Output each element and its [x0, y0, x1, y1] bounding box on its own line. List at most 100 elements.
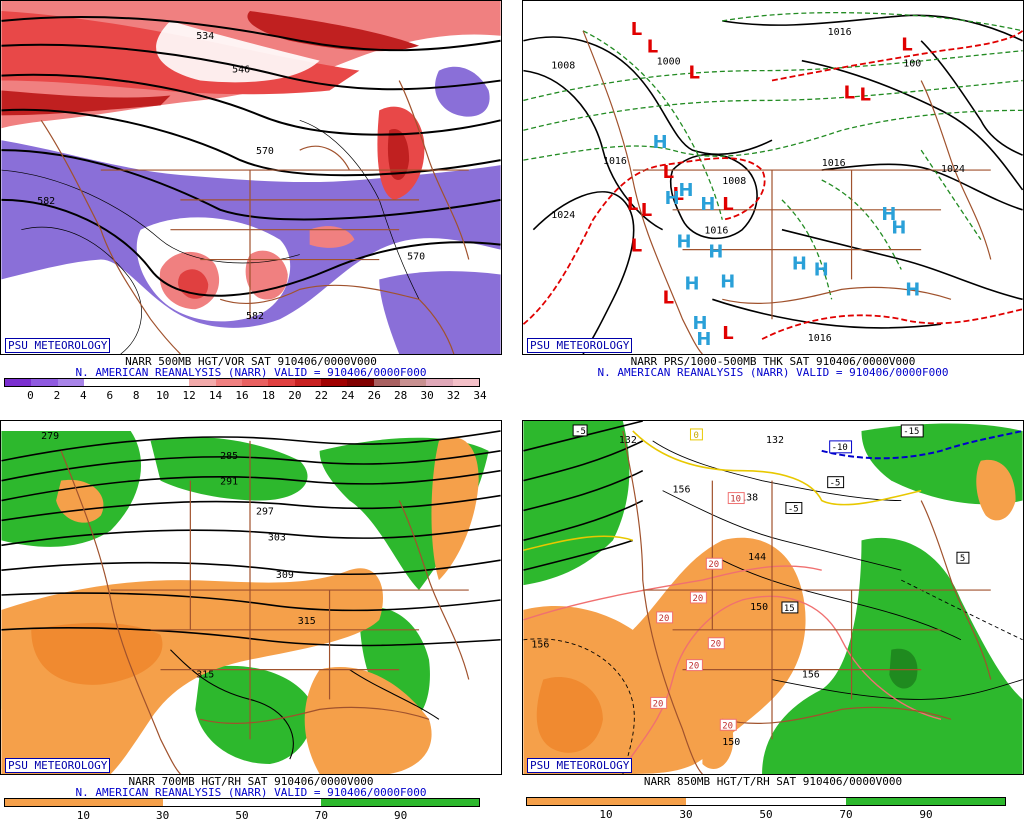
mslp-map: 1008 1000 1016 1016 1008 1016 1024 1024 … — [522, 0, 1024, 355]
svg-text:20: 20 — [659, 614, 670, 624]
contour-label: 546 — [232, 65, 250, 76]
svg-text:L: L — [631, 19, 642, 40]
contour-label: 570 — [256, 146, 274, 157]
color-legend-bar — [4, 378, 480, 387]
legend-swatch — [925, 798, 1006, 805]
svg-text:H: H — [692, 313, 707, 334]
svg-text:H: H — [720, 271, 735, 292]
svg-text:H: H — [700, 194, 715, 215]
panel-850mb-temp-rh: 132 132 138 144 150 156 156 150 156 -5 0… — [522, 420, 1024, 829]
legend-swatch — [606, 798, 687, 805]
svg-text:L: L — [860, 84, 871, 105]
svg-text:H: H — [653, 132, 668, 153]
legend-swatch — [31, 379, 58, 386]
svg-text:L: L — [663, 162, 674, 183]
contour-label: 315 — [298, 616, 316, 627]
isobar-label: 100 — [903, 59, 921, 70]
legend-swatch — [373, 379, 400, 386]
contour-label: 309 — [276, 570, 294, 581]
svg-text:H: H — [679, 180, 694, 201]
panel-700mb-rh: 279 285 291 297 303 309 315 315 PSU METE… — [0, 420, 502, 829]
legend-swatch — [163, 799, 242, 806]
svg-text:L: L — [663, 287, 674, 308]
contour-label: 156 — [673, 485, 691, 496]
contour-label: 534 — [196, 31, 214, 42]
contour-label: 138 — [740, 493, 758, 504]
panel-mslp-thickness: 1008 1000 1016 1016 1008 1016 1024 1024 … — [522, 0, 1024, 409]
color-legend-ticks: 10 30 50 70 90 — [4, 809, 480, 823]
legend-swatch — [294, 379, 321, 386]
isobar-label: 1008 — [551, 61, 575, 72]
svg-text:-15: -15 — [903, 427, 919, 437]
panel-subtitle: N. AMERICAN REANALYSIS (NARR) VALID = 91… — [75, 366, 427, 379]
color-legend-ticks: 10 30 50 70 90 — [526, 808, 1006, 822]
svg-text:H: H — [881, 204, 896, 225]
legend-swatch — [400, 799, 479, 806]
contour-label: 279 — [41, 431, 59, 442]
contour-label: 156 — [531, 640, 549, 651]
isobar-label: 1016 — [828, 27, 852, 38]
psu-logo: PSU METEOROLOGY — [527, 338, 633, 353]
contour-label: 285 — [220, 451, 238, 462]
legend-tick-label: 18 — [261, 389, 276, 402]
panel-500mb-vorticity: 534 546 570 582 582 570 PSU METEOROLOGY … — [0, 0, 502, 409]
legend-tick-label: 10 — [156, 389, 170, 402]
svg-text:5: 5 — [960, 554, 965, 564]
svg-text:H: H — [708, 242, 723, 263]
panel-title: NARR 700MB HGT/RH SAT 910406/0000V000 — [128, 775, 374, 788]
panel-title: NARR 500MB HGT/VOR SAT 910406/0000V000 — [125, 355, 377, 368]
contour-label: 582 — [246, 311, 264, 322]
legend-tick-label: 4 — [80, 389, 87, 402]
isobar-label: 1016 — [822, 158, 846, 169]
contour-label: 570 — [407, 252, 425, 263]
legend-tick-label: 6 — [106, 389, 114, 402]
legend-swatch — [268, 379, 295, 386]
legend-swatch — [320, 379, 348, 386]
svg-text:20: 20 — [688, 662, 699, 672]
svg-text:0: 0 — [693, 431, 698, 441]
rh-dry-area — [1, 568, 384, 774]
legend-swatch — [426, 379, 453, 386]
svg-text:H: H — [696, 329, 711, 350]
panel-subtitle: N. AMERICAN REANALYSIS (NARR) VALID = 91… — [75, 786, 427, 799]
contour-label: 156 — [802, 670, 820, 681]
legend-swatch — [527, 798, 607, 805]
contour-label: 582 — [37, 196, 55, 207]
svg-text:20: 20 — [710, 640, 721, 650]
legend-swatch — [241, 379, 269, 386]
legend-swatch — [215, 379, 242, 386]
legend-tick-label: 20 — [288, 389, 302, 402]
color-legend-bar — [4, 798, 480, 807]
temperature-labels: -5 0 -10 -15 -5 10 -5 5 20 20 20 15 20 2… — [572, 424, 970, 731]
svg-text:20: 20 — [692, 594, 703, 604]
legend-swatch — [766, 798, 846, 805]
rh700-map: 279 285 291 297 303 309 315 315 — [0, 420, 502, 775]
legend-tick-label: 16 — [235, 389, 249, 402]
svg-text:20: 20 — [708, 560, 719, 570]
svg-text:L: L — [688, 63, 699, 84]
legend-tick-label: 14 — [208, 389, 223, 402]
contour-label: 315 — [196, 670, 214, 681]
isobar-label: 1016 — [603, 156, 627, 167]
legend-swatch — [347, 379, 374, 386]
svg-text:L: L — [901, 35, 912, 56]
legend-swatch — [399, 379, 427, 386]
isobar-label: 1024 — [551, 210, 575, 221]
contour-label: 150 — [750, 602, 768, 613]
legend-tick-label: 10 — [76, 809, 90, 822]
legend-swatch — [5, 799, 84, 806]
panel-title: NARR 850MB HGT/T/RH SAT 910406/0000V000 — [643, 775, 903, 788]
svg-text:H: H — [792, 253, 807, 274]
svg-text:L: L — [641, 200, 652, 221]
isobar-label: 1016 — [808, 333, 832, 344]
contour-label: 144 — [748, 552, 766, 563]
legend-tick-label: 8 — [132, 389, 140, 402]
psu-logo: PSU METEOROLOGY — [5, 758, 111, 773]
svg-text:L: L — [627, 194, 638, 215]
contour-label: 291 — [220, 477, 238, 488]
legend-swatch — [57, 379, 84, 386]
legend-swatch — [452, 379, 479, 386]
legend-tick-label: 28 — [394, 389, 408, 402]
isobar-label: 1016 — [704, 226, 728, 237]
contour-label: 303 — [268, 532, 286, 543]
